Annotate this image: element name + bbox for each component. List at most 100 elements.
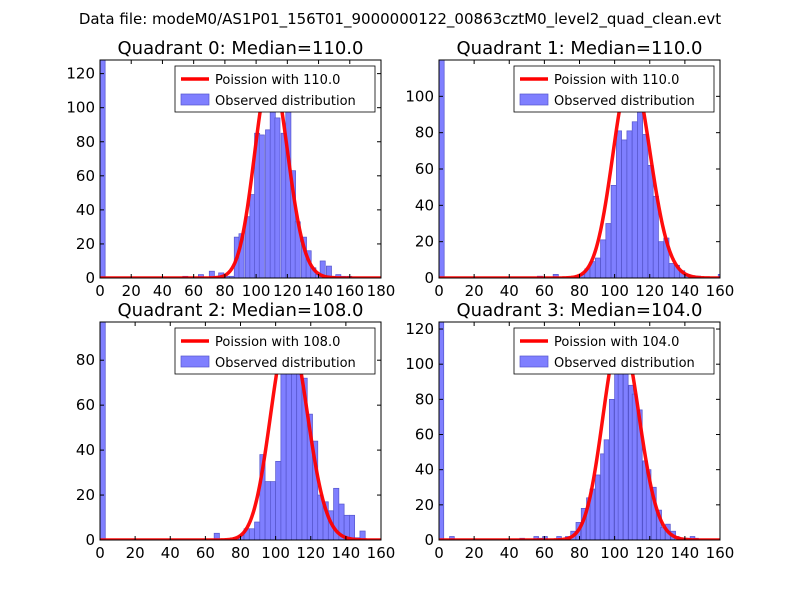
histogram-bar	[254, 521, 261, 540]
y-tick-label: 20	[415, 496, 434, 514]
histogram-bar	[609, 399, 615, 540]
x-tick-label: 60	[196, 544, 215, 562]
y-tick-label: 60	[415, 160, 434, 178]
x-tick-label: 120	[635, 544, 664, 562]
legend: Poission with 110.0 Observed distribution	[174, 65, 376, 113]
histogram-bar	[274, 117, 281, 278]
x-tick-label: 160	[706, 544, 735, 562]
y-tick-label: 100	[66, 99, 95, 117]
histogram-bar	[280, 371, 287, 540]
legend-bars-swatch	[519, 93, 549, 106]
x-tick-label: 40	[500, 544, 519, 562]
x-tick-label: 120	[273, 282, 302, 300]
x-tick-label: 0	[95, 282, 105, 300]
histogram-bar	[319, 260, 326, 278]
y-tick-label: 0	[85, 531, 95, 549]
histogram-bar	[264, 481, 271, 540]
poisson-curve	[439, 332, 720, 540]
histogram-bar	[208, 270, 215, 278]
y-tick-label: 60	[76, 167, 95, 185]
histogram-bar	[668, 263, 675, 278]
quadrant-title: Quadrant 3: Median=104.0	[457, 300, 703, 321]
x-tick-label: 100	[242, 282, 271, 300]
x-tick-label: 140	[671, 544, 700, 562]
poisson-curve	[100, 329, 381, 540]
x-tick-label: 160	[335, 282, 364, 300]
histogram-bar	[603, 439, 610, 540]
x-tick-label: 100	[600, 282, 629, 300]
x-tick-label: 100	[261, 544, 290, 562]
x-tick-label: 40	[153, 282, 172, 300]
histogram-bar	[621, 139, 628, 278]
y-tick-label: 40	[76, 441, 95, 459]
x-tick-label: 80	[231, 544, 250, 562]
legend: Poission with 104.0 Observed distribution	[513, 327, 715, 375]
quadrant-title: Quadrant 0: Median=110.0	[118, 38, 364, 59]
quadrant-title: Quadrant 2: Median=108.0	[118, 300, 364, 321]
legend-bars-swatch	[180, 93, 210, 106]
histogram-bar	[594, 257, 601, 278]
legend-curve-label: Poission with 104.0	[554, 335, 679, 350]
histogram-bar	[275, 460, 282, 540]
y-tick-label: 80	[76, 133, 95, 151]
histogram-bar	[270, 481, 276, 540]
legend-bars-label: Observed distribution	[554, 94, 695, 109]
histogram-bar	[600, 239, 607, 278]
y-tick-label: 80	[76, 351, 95, 369]
legend-bars-swatch	[519, 355, 549, 368]
histogram-bar	[623, 349, 629, 540]
x-tick-label: 40	[500, 282, 519, 300]
y-tick-label: 0	[424, 531, 434, 549]
histogram-bar	[326, 265, 332, 278]
histogram-bar	[449, 536, 455, 540]
y-tick-label: 80	[415, 124, 434, 142]
histogram-bar	[439, 322, 445, 540]
y-tick-label: 60	[415, 426, 434, 444]
legend-bars-label: Observed distribution	[215, 356, 356, 371]
histogram-bar	[658, 241, 665, 278]
histogram-bar	[616, 130, 622, 278]
x-tick-label: 20	[122, 282, 141, 300]
histogram-bar	[717, 274, 720, 278]
x-tick-label: 100	[600, 544, 629, 562]
histogram-bar	[637, 88, 643, 278]
legend-bars-swatch	[180, 355, 210, 368]
histogram-bar	[359, 530, 366, 540]
histogram-bar	[248, 528, 255, 540]
quadrant-2-panel: 0 20 40 60 80 100 120 140 160 0 20 40 60 80 Quadrant 2…	[76, 300, 395, 562]
quadrant-title: Quadrant 1: Median=110.0	[457, 38, 703, 59]
legend-bars-label: Observed distribution	[215, 94, 356, 109]
x-tick-label: 20	[465, 282, 484, 300]
histogram-bar	[349, 514, 356, 540]
histogram-bar	[258, 134, 265, 278]
x-tick-label: 20	[465, 544, 484, 562]
histogram-bar	[213, 532, 220, 540]
x-tick-label: 80	[570, 282, 589, 300]
histogram-bar	[552, 274, 559, 278]
y-tick-label: 40	[415, 196, 434, 214]
legend-bars-label: Observed distribution	[554, 356, 695, 371]
x-tick-label: 120	[296, 544, 325, 562]
y-tick-label: 100	[405, 355, 434, 373]
x-tick-label: 160	[706, 282, 735, 300]
legend: Poission with 108.0 Observed distribution	[174, 327, 376, 375]
y-tick-label: 20	[76, 235, 95, 253]
histogram-bar	[291, 371, 298, 540]
x-tick-label: 80	[215, 282, 234, 300]
y-tick-label: 40	[415, 461, 434, 479]
axes-frame	[99, 59, 382, 279]
x-tick-label: 180	[367, 282, 396, 300]
x-tick-label: 60	[184, 282, 203, 300]
histogram-bar	[100, 60, 106, 278]
x-tick-label: 80	[570, 544, 589, 562]
quadrant-3-panel: 0 20 40 60 80 100 120 140 160 0 20 40 60 80 100 120 Quad…	[405, 300, 734, 562]
histogram-bar	[631, 121, 638, 278]
x-tick-label: 120	[635, 282, 664, 300]
x-tick-label: 0	[434, 544, 444, 562]
y-tick-label: 0	[85, 269, 95, 287]
x-tick-label: 60	[535, 282, 554, 300]
histogram-bar	[642, 134, 649, 278]
histogram-bar	[605, 223, 612, 278]
y-tick-label: 60	[76, 396, 95, 414]
